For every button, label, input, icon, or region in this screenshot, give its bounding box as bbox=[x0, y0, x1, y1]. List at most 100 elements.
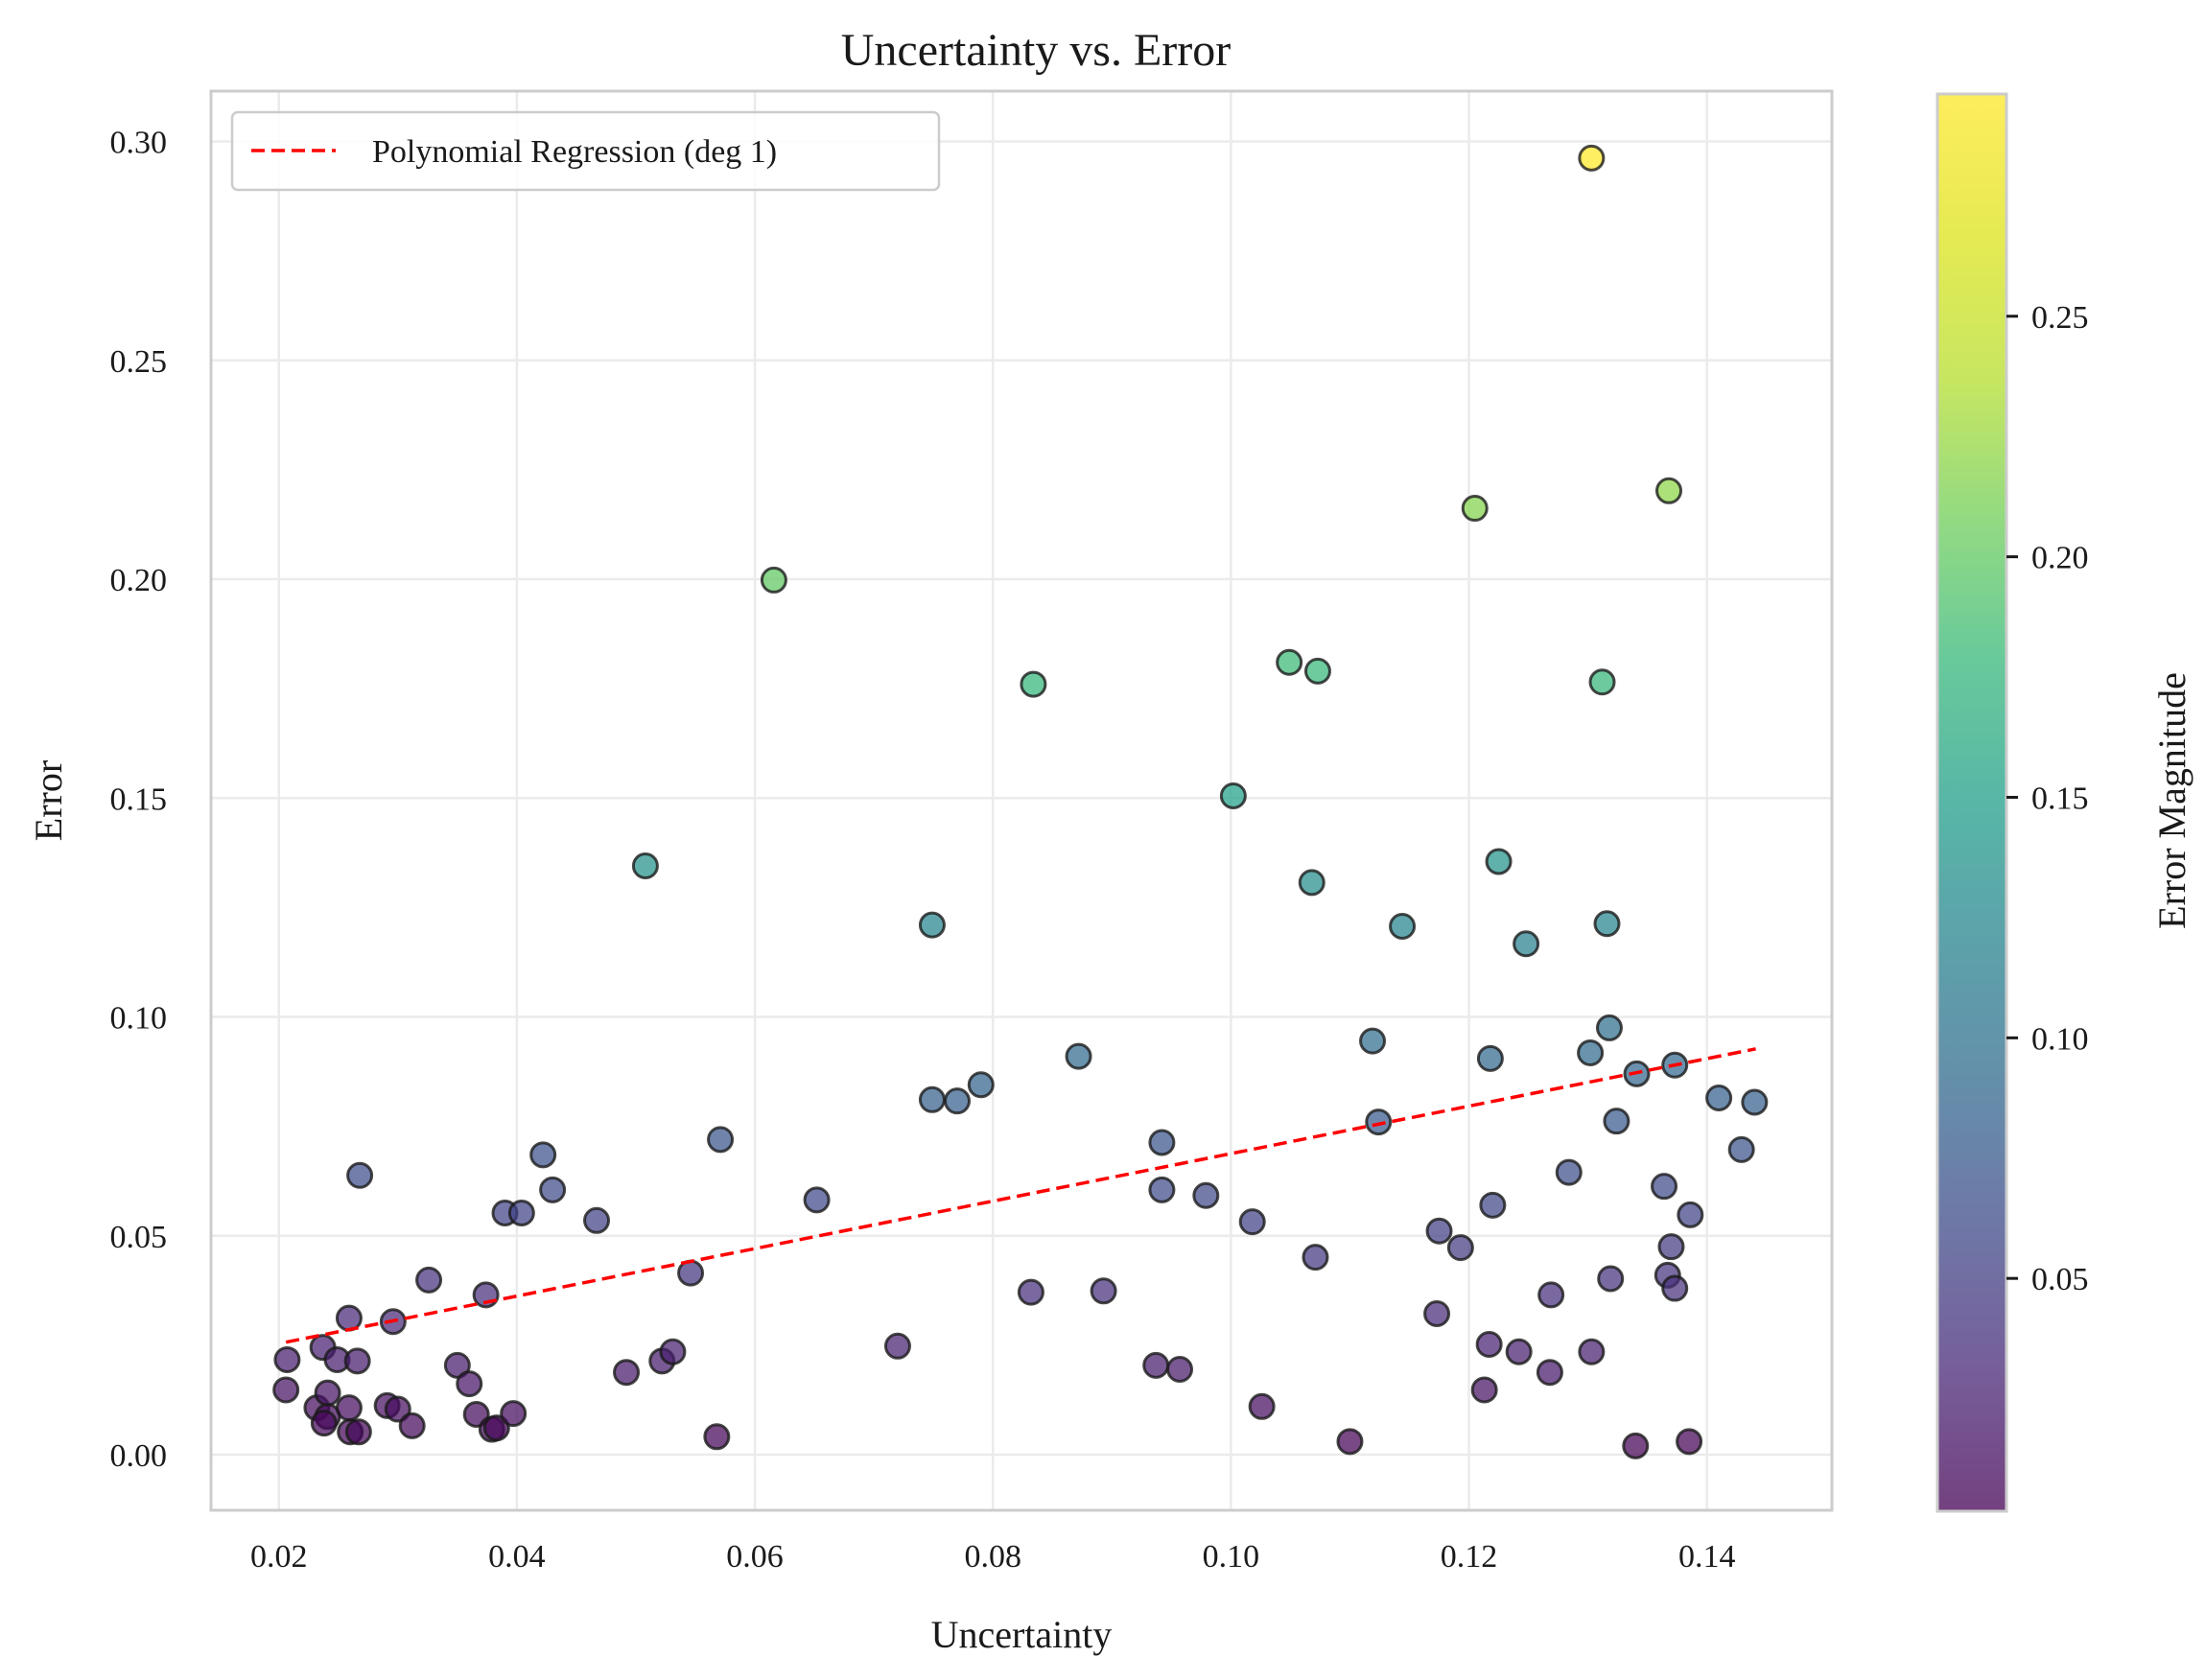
scatter-point bbox=[507, 1200, 535, 1227]
scatter-point bbox=[529, 1141, 557, 1169]
scatter-point bbox=[613, 1359, 641, 1387]
plot-area bbox=[209, 89, 1834, 1512]
scatter-point bbox=[943, 1087, 971, 1115]
scatter-point bbox=[482, 1414, 510, 1442]
scatter-point bbox=[1020, 670, 1047, 698]
x-tick-label: 0.02 bbox=[250, 1539, 308, 1575]
scatter-point bbox=[443, 1351, 471, 1379]
scatter-point bbox=[1677, 1201, 1704, 1228]
regression-line bbox=[285, 1047, 1756, 1344]
y-tick-label: 0.00 bbox=[110, 1438, 168, 1474]
scatter-point bbox=[1298, 869, 1325, 897]
legend: Polynomial Regression (deg 1) bbox=[230, 110, 941, 192]
scatter-point bbox=[1479, 1191, 1507, 1219]
x-tick-label: 0.14 bbox=[1678, 1539, 1736, 1575]
scatter-point bbox=[1555, 1158, 1583, 1186]
scatter-point bbox=[344, 1418, 372, 1446]
colorbar-frame bbox=[1935, 92, 2008, 1513]
scatter-point bbox=[398, 1412, 426, 1439]
colorbar-tick-label: 0.10 bbox=[2031, 1021, 2089, 1057]
scatter-point bbox=[1513, 930, 1540, 958]
scatter-point bbox=[1485, 848, 1513, 875]
scatter-point bbox=[1238, 1208, 1266, 1236]
x-tick-label: 0.04 bbox=[488, 1539, 546, 1575]
scatter-point bbox=[1276, 648, 1303, 676]
scatter-point bbox=[1336, 1428, 1364, 1456]
colorbar-tick-label: 0.05 bbox=[2031, 1262, 2089, 1297]
scatter-point bbox=[273, 1345, 301, 1373]
scatter-point bbox=[1661, 1274, 1689, 1302]
scatter-point bbox=[1425, 1217, 1453, 1245]
scatter-point bbox=[1578, 144, 1606, 172]
scatter-point bbox=[703, 1423, 731, 1451]
scatter-point bbox=[1505, 1338, 1533, 1365]
scatter-point bbox=[1470, 1376, 1498, 1404]
x-tick-label: 0.12 bbox=[1441, 1539, 1498, 1575]
y-tick-label: 0.05 bbox=[110, 1220, 168, 1255]
scatter-point bbox=[1148, 1176, 1176, 1203]
scatter-point bbox=[918, 911, 946, 939]
scatter-point bbox=[1705, 1084, 1733, 1111]
scatter-point bbox=[335, 1394, 363, 1422]
scatter-point bbox=[803, 1186, 831, 1214]
scatter-point bbox=[967, 1071, 995, 1099]
scatter-point bbox=[1359, 1027, 1387, 1055]
scatter-point bbox=[659, 1338, 687, 1365]
scatter-point bbox=[1219, 782, 1247, 809]
scatter-point bbox=[1676, 1428, 1703, 1456]
y-axis-ticks: 0.00 0.05 0.10 0.15 0.20 0.25 0.30 bbox=[110, 125, 168, 1474]
scatter-point bbox=[1741, 1088, 1769, 1116]
y-tick-label: 0.15 bbox=[110, 782, 168, 817]
scatter-point bbox=[1461, 495, 1489, 523]
scatter-points bbox=[272, 144, 1769, 1459]
scatter-point bbox=[1248, 1392, 1276, 1420]
colorbar-tick-label: 0.25 bbox=[2031, 300, 2089, 336]
scatter-point bbox=[1595, 1014, 1623, 1041]
colorbar-label: Error Magnitude bbox=[2150, 672, 2193, 929]
scatter-point bbox=[583, 1206, 611, 1234]
legend-entry-regression: Polynomial Regression (deg 1) bbox=[372, 134, 777, 170]
y-tick-label: 0.25 bbox=[110, 344, 168, 380]
scatter-point bbox=[1651, 1173, 1678, 1201]
y-tick-label: 0.20 bbox=[110, 563, 168, 598]
scatter-point bbox=[1593, 910, 1621, 938]
chart-title: Uncertainty vs. Error bbox=[841, 25, 1232, 76]
scatter-point bbox=[1537, 1281, 1565, 1309]
scatter-point bbox=[500, 1400, 528, 1428]
scatter-point bbox=[1622, 1432, 1650, 1459]
scatter-point bbox=[883, 1332, 911, 1360]
colorbar-tick-label: 0.15 bbox=[2031, 781, 2089, 816]
scatter-point bbox=[1192, 1181, 1220, 1209]
colorbar-tick-label: 0.20 bbox=[2031, 541, 2089, 576]
y-tick-label: 0.30 bbox=[110, 125, 168, 160]
scatter-point bbox=[1655, 477, 1683, 504]
scatter-point bbox=[456, 1370, 483, 1398]
x-tick-label: 0.06 bbox=[726, 1539, 784, 1575]
scatter-point bbox=[346, 1161, 374, 1189]
scatter-point bbox=[918, 1085, 946, 1113]
scatter-point bbox=[1166, 1356, 1194, 1384]
legend-box bbox=[230, 110, 941, 192]
scatter-point bbox=[314, 1379, 341, 1407]
grid bbox=[211, 91, 1832, 1510]
x-tick-label: 0.08 bbox=[964, 1539, 1021, 1575]
scatter-point bbox=[631, 852, 659, 880]
scatter-point bbox=[1536, 1359, 1563, 1387]
scatter-point bbox=[1142, 1351, 1170, 1379]
scatter-point bbox=[415, 1266, 443, 1294]
scatter-point bbox=[539, 1176, 567, 1203]
scatter-point bbox=[1148, 1129, 1176, 1156]
scatter-point bbox=[1597, 1265, 1625, 1293]
scatter-point bbox=[707, 1126, 735, 1154]
scatter-point bbox=[1475, 1330, 1503, 1358]
x-axis-label: Uncertainty bbox=[931, 1613, 1113, 1656]
x-axis-ticks: 0.02 0.04 0.06 0.08 0.10 0.12 0.14 bbox=[250, 1539, 1735, 1575]
scatter-point bbox=[1389, 913, 1417, 941]
scatter-point bbox=[1657, 1233, 1685, 1261]
scatter-point bbox=[1090, 1277, 1117, 1305]
scatter-point bbox=[1727, 1135, 1755, 1163]
scatter-point bbox=[1302, 1244, 1329, 1272]
colorbar-ticks: 0.05 0.10 0.15 0.20 0.25 bbox=[2006, 300, 2089, 1297]
scatter-point bbox=[1578, 1338, 1606, 1365]
y-tick-label: 0.10 bbox=[110, 1001, 168, 1037]
